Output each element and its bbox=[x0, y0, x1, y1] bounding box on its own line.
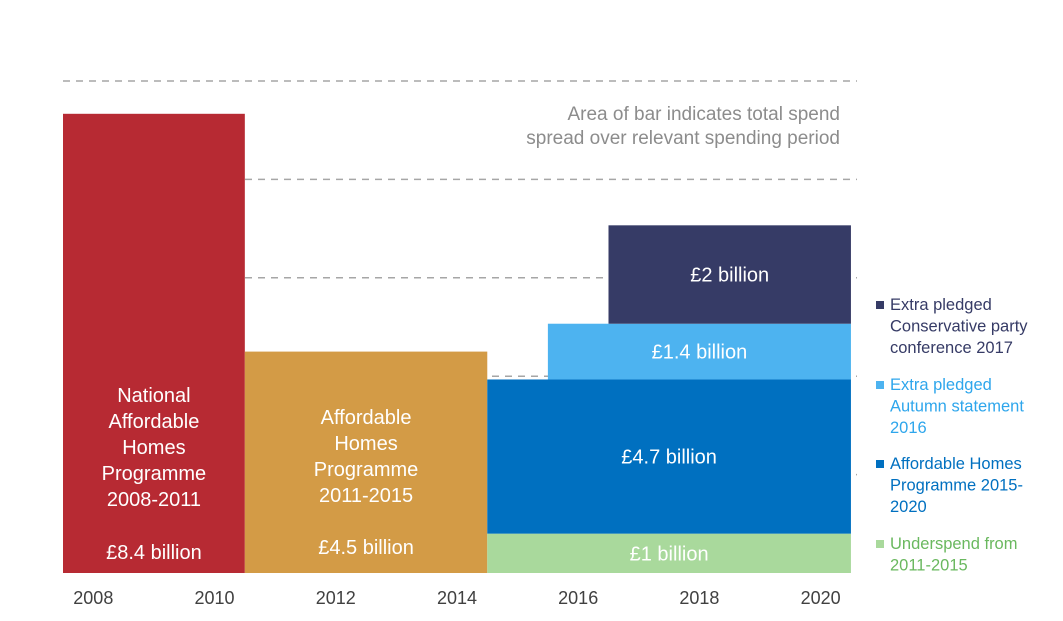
legend-swatch bbox=[876, 540, 884, 548]
legend-label-line: 2011-2015 bbox=[890, 557, 968, 575]
legend-swatch bbox=[876, 301, 884, 309]
legend-label-line: Autumn statement bbox=[890, 398, 1024, 416]
legend-label-line: 2016 bbox=[890, 419, 927, 437]
legend-label-line: Extra pledged bbox=[890, 376, 992, 394]
programme-label-line: Homes bbox=[334, 433, 397, 455]
block-value-label: £2 billion bbox=[690, 265, 769, 287]
programme-label-line: Affordable bbox=[109, 411, 200, 433]
note-line-1: Area of bar indicates total spend bbox=[567, 104, 840, 125]
bars: National Affordable Homes Programme 2008-201… bbox=[63, 113, 851, 574]
legend-label-line: Underspend from bbox=[890, 535, 1017, 553]
x-tick-label: 2008 bbox=[73, 588, 113, 608]
programme-label-line: 2011-2015 bbox=[319, 485, 413, 507]
programme-value-label: £8.4 billion bbox=[106, 542, 202, 564]
note-line-2: spread over relevant spending period bbox=[526, 128, 840, 149]
x-axis-ticks: 2008 2010 2012 2014 2016 2018 2020 bbox=[73, 588, 840, 608]
x-tick-label: 2010 bbox=[195, 588, 235, 608]
programme-label-line: 2008-2011 bbox=[107, 489, 201, 511]
programme-label-line: National bbox=[117, 385, 190, 407]
programme-value-label: £4.5 billion bbox=[318, 537, 414, 559]
legend-label-line: Affordable Homes bbox=[890, 455, 1022, 473]
legend-swatch bbox=[876, 460, 884, 468]
legend-label-line: conference 2017 bbox=[890, 339, 1013, 357]
block-value-label: £4.7 billion bbox=[621, 447, 717, 469]
legend-label-line: 2020 bbox=[890, 498, 927, 516]
x-tick-label: 2016 bbox=[558, 588, 598, 608]
series-block bbox=[487, 533, 851, 573]
legend-label-line: Extra pledged bbox=[890, 296, 992, 314]
x-tick-label: 2018 bbox=[679, 588, 719, 608]
x-tick-label: 2014 bbox=[437, 588, 477, 608]
series-block bbox=[547, 323, 851, 380]
block-value-label: £1.4 billion bbox=[652, 342, 748, 364]
x-tick-label: 2012 bbox=[316, 588, 356, 608]
legend-swatch bbox=[876, 381, 884, 389]
programme-label-line: Programme bbox=[314, 459, 418, 481]
programme-label-line: Affordable bbox=[321, 407, 412, 429]
series-block bbox=[487, 379, 851, 534]
legend-label-line: Programme 2015- bbox=[890, 477, 1023, 495]
x-tick-label: 2020 bbox=[801, 588, 841, 608]
programme-bar bbox=[244, 351, 488, 573]
legend: Extra pledged Conservative party conferenc… bbox=[876, 296, 1028, 575]
programme-bar bbox=[63, 113, 245, 574]
programme-label-line: Homes bbox=[122, 437, 185, 459]
programme-label-line: Programme bbox=[102, 463, 206, 485]
chart-note: Area of bar indicates total spend spread… bbox=[526, 104, 840, 149]
block-value-label: £1 billion bbox=[630, 543, 709, 565]
legend-label-line: Conservative party bbox=[890, 318, 1028, 336]
series-block bbox=[608, 225, 851, 324]
